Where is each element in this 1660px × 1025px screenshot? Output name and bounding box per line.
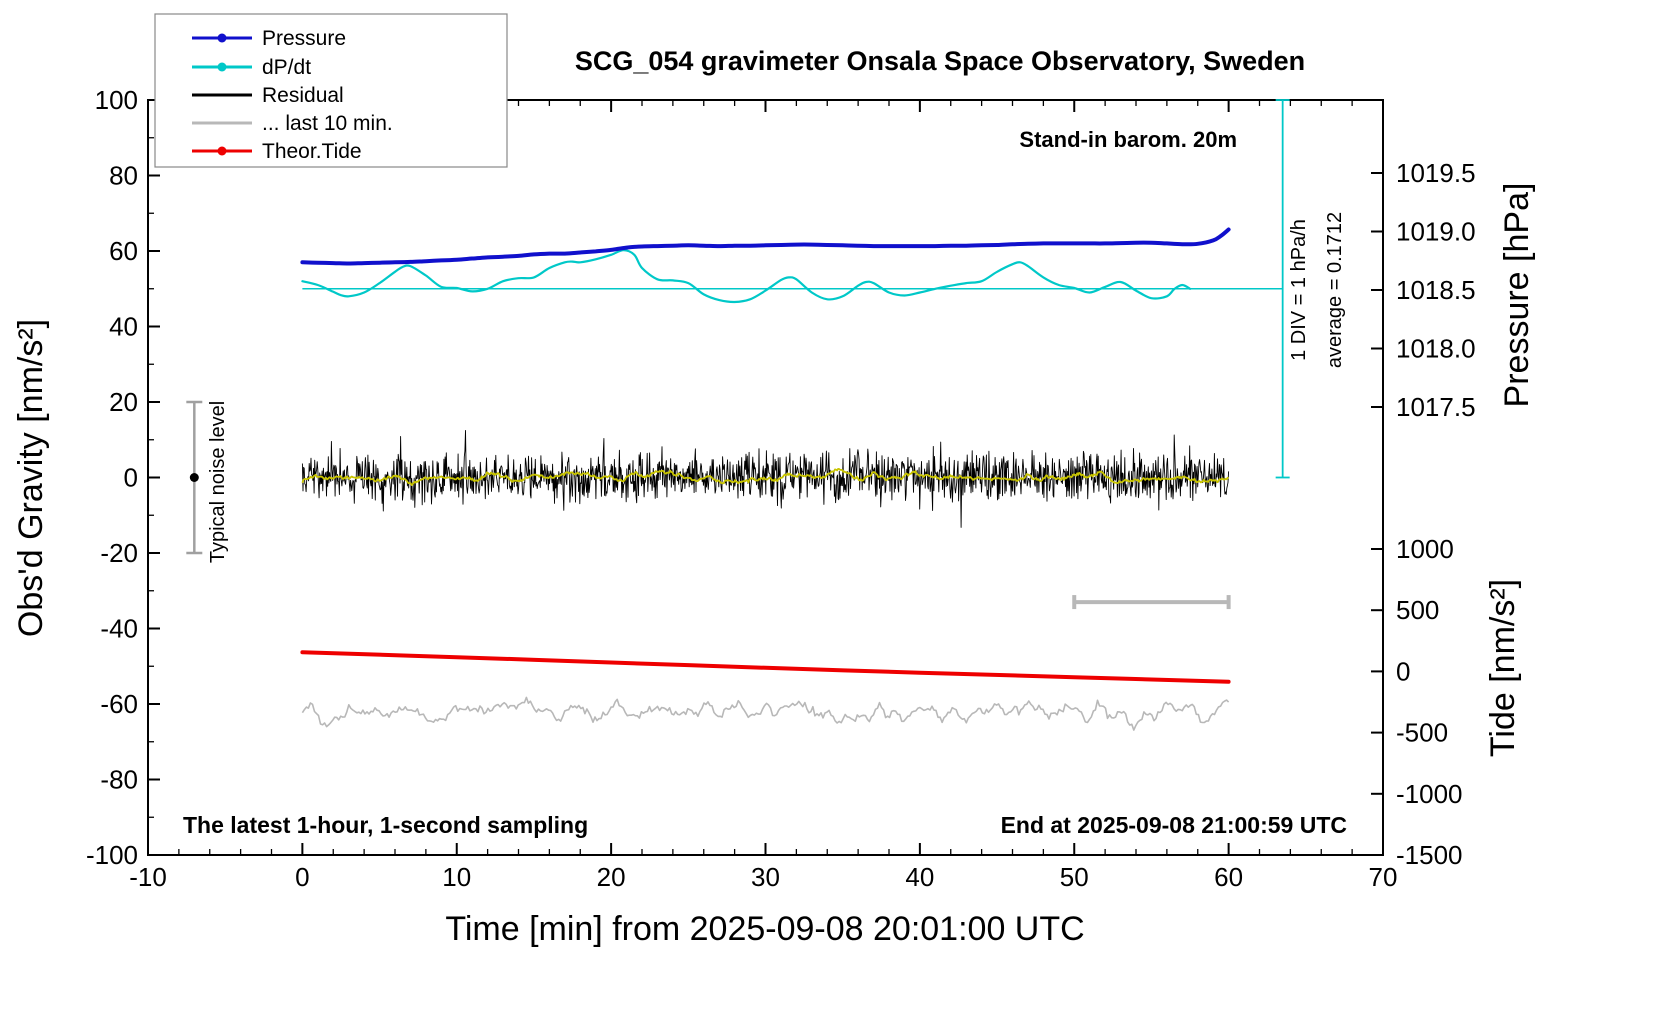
dpdt-dot-swatch: [217, 62, 227, 72]
legend-item-residual: Residual: [192, 84, 344, 107]
pressure-dot-swatch: [217, 33, 227, 43]
x-tick-label: 0: [295, 862, 309, 892]
x-axis-title: Time [min] from 2025-09-08 20:01:00 UTC: [445, 910, 1084, 948]
y-tick-label: 80: [109, 161, 138, 191]
x-tick-label: 10: [442, 862, 471, 892]
tide-tick-label: 500: [1396, 595, 1439, 625]
series-residual: [301, 430, 1230, 528]
pressure-tick-label: 1019.5: [1396, 158, 1476, 188]
legend-item-last10: ... last 10 min.: [192, 112, 393, 135]
pressure-tick-label: 1019.0: [1396, 217, 1476, 247]
y-right-tide-title: Tide [nm/s²]: [1484, 579, 1522, 757]
series-theor-tide: [300, 650, 1231, 684]
tide-tick-label: -1000: [1396, 779, 1463, 809]
y-right-pressure-title: Pressure [hPa]: [1498, 183, 1536, 408]
chart-title: SCG_054 gravimeter Onsala Space Observat…: [575, 46, 1305, 76]
series-dp-dt: [301, 249, 1192, 304]
end-time-annotation: End at 2025-09-08 21:00:59 UTC: [1001, 812, 1347, 838]
theor-tide-dot-swatch: [217, 146, 227, 156]
x-tick-label: 20: [597, 862, 626, 892]
y-tick-label: 40: [109, 312, 138, 342]
average-annotation: average = 0.1712: [1324, 212, 1346, 368]
y-tick-label: -100: [86, 840, 138, 870]
y-tick-label: 100: [95, 85, 138, 115]
y-tick-label: -20: [100, 538, 138, 568]
legend-box: [154, 13, 508, 168]
series-last-10-min: [301, 696, 1230, 731]
legend-label: ... last 10 min.: [262, 112, 393, 135]
legend-item-dpdt: dP/dt: [192, 56, 311, 79]
data-series: [300, 227, 1231, 731]
reference-marks: [186, 99, 1290, 610]
x-tick-label: 30: [751, 862, 780, 892]
y-tick-label: -80: [100, 765, 138, 795]
div-scale-annotation: 1 DIV = 1 hPa/h: [1288, 219, 1310, 361]
y-left-axis-title: Obs'd Gravity [nm/s²]: [12, 319, 50, 637]
tide-tick-label: -1500: [1396, 840, 1463, 870]
legend-label: Pressure: [262, 27, 346, 50]
x-tick-label: 70: [1369, 862, 1398, 892]
barom-annotation: Stand-in barom. 20m: [1019, 127, 1237, 152]
sampling-annotation: The latest 1-hour, 1-second sampling: [183, 812, 588, 838]
y-tick-label: -60: [100, 689, 138, 719]
noise-level-annotation: Typical noise level: [207, 401, 229, 563]
y-tick-label: 60: [109, 236, 138, 266]
tide-tick-label: 1000: [1396, 534, 1454, 564]
tide-tick-label: 0: [1396, 656, 1410, 686]
legend-label: Residual: [262, 84, 344, 107]
y-tick-label: 20: [109, 387, 138, 417]
x-tick-label: -10: [129, 862, 167, 892]
tide-tick-label: -500: [1396, 718, 1448, 748]
legend-item-theor-tide: Theor.Tide: [192, 140, 362, 163]
series-pressure: [300, 227, 1231, 266]
x-tick-label: 50: [1060, 862, 1089, 892]
legend-label: Theor.Tide: [262, 140, 362, 163]
series-residual-filtered: [301, 467, 1229, 487]
x-tick-label: 60: [1214, 862, 1243, 892]
y-tick-label: -40: [100, 614, 138, 644]
legend-item-pressure: Pressure: [192, 27, 346, 50]
pressure-tick-label: 1018.0: [1396, 334, 1476, 364]
legend: Pressure dP/dt Residual ... last 10 min.…: [154, 13, 508, 168]
pressure-tick-label: 1018.5: [1396, 275, 1476, 305]
noise-level-dot: [189, 473, 199, 482]
legend-label: dP/dt: [262, 56, 311, 79]
y-tick-label: 0: [124, 463, 138, 493]
axis-ticks: -10 0 10 20 30 40 50 60 70-100-80-60-40-20020406…: [86, 85, 1476, 892]
pressure-tick-label: 1017.5: [1396, 392, 1476, 422]
x-tick-label: 40: [905, 862, 934, 892]
